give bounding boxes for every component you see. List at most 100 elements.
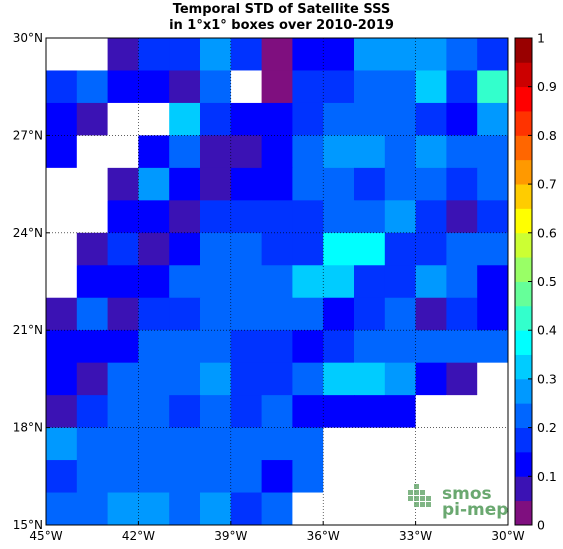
- heatmap-cell: [107, 265, 139, 299]
- colorbar-band: [515, 135, 532, 161]
- heatmap-cell: [169, 492, 201, 526]
- heatmap-cell: [46, 362, 78, 396]
- heatmap-cell: [107, 395, 139, 429]
- chart-title-line-2: in 1°x1° boxes over 2010-2019: [169, 18, 394, 33]
- heatmap-cell: [415, 102, 447, 136]
- heatmap-cell: [169, 330, 201, 364]
- heatmap-cell-empty: [477, 492, 509, 526]
- heatmap-cell: [138, 297, 170, 331]
- chart-title-line-1: Temporal STD of Satellite SSS: [172, 2, 391, 17]
- heatmap-cell: [446, 232, 478, 266]
- colorbar-band: [515, 403, 532, 428]
- heatmap-cell: [292, 102, 324, 136]
- heatmap-cell: [415, 70, 447, 104]
- heatmap-cell-empty: [415, 395, 447, 429]
- heatmap-cell: [200, 232, 232, 266]
- heatmap-cell: [384, 232, 417, 266]
- heatmap-cell: [261, 265, 293, 299]
- heatmap-cell: [230, 200, 263, 234]
- heatmap-cell: [230, 297, 263, 331]
- heatmap-cell: [107, 492, 139, 526]
- logo-mark-square: [414, 502, 419, 507]
- heatmap-cell: [138, 135, 170, 169]
- heatmap-cell: [384, 102, 417, 136]
- heatmap-cell: [477, 297, 509, 331]
- logo-mark-square: [414, 490, 419, 495]
- heatmap-cell: [138, 38, 170, 71]
- heatmap-cell: [107, 297, 139, 331]
- heatmap-cell: [292, 135, 324, 169]
- heatmap-cell: [107, 232, 139, 266]
- heatmap-cell: [384, 265, 417, 299]
- heatmap-cell: [323, 167, 355, 201]
- logo-mark-square: [420, 502, 425, 507]
- x-tick-label: 42°W: [122, 529, 155, 543]
- heatmap-cell-empty: [46, 232, 78, 266]
- heatmap-cell-empty: [477, 395, 509, 429]
- heatmap-cell: [415, 265, 447, 299]
- x-tick-label: 33°W: [399, 529, 432, 543]
- heatmap-cell: [76, 460, 109, 494]
- heatmap-cell: [230, 395, 263, 429]
- heatmap-cell: [446, 70, 478, 104]
- heatmap-cell: [354, 70, 386, 104]
- heatmap-cell: [138, 265, 170, 299]
- colorbar-ticks: 0 0.1 0.2 0.3 0.4 0.5 0.6 0.7 0.8 0.9 1: [528, 31, 557, 533]
- heatmap-cell: [292, 460, 324, 494]
- colorbar-band: [515, 184, 532, 209]
- heatmap-cell: [323, 232, 355, 266]
- heatmap-cell-empty: [138, 102, 170, 136]
- heatmap-cell: [323, 297, 355, 331]
- heatmap-cell-empty: [323, 427, 355, 461]
- logo-mark-icon: [408, 484, 431, 507]
- heatmap-cell-empty: [107, 102, 139, 136]
- colorbar-band: [515, 451, 532, 477]
- heatmap-cell: [292, 167, 324, 201]
- heatmap-cell-empty: [354, 492, 386, 526]
- heatmap-cell: [200, 70, 232, 104]
- logo-mark-square: [426, 496, 431, 501]
- heatmap-cell: [384, 297, 417, 331]
- heatmap-cell-empty: [46, 167, 78, 201]
- heatmap-cell: [46, 70, 78, 104]
- heatmap-cell: [477, 200, 509, 234]
- heatmap-cell: [354, 297, 386, 331]
- heatmap-cell: [477, 232, 509, 266]
- heatmap-cell: [354, 330, 386, 364]
- heatmap-cell: [138, 427, 170, 461]
- colorbar-band: [515, 111, 532, 136]
- logo-mark-square: [414, 496, 419, 501]
- heatmap-cell: [292, 297, 324, 331]
- heatmap-cell: [46, 460, 78, 494]
- heatmap-cell: [292, 362, 324, 396]
- heatmap-cell: [169, 102, 201, 136]
- heatmap-cell: [76, 70, 109, 104]
- heatmap-cell: [200, 167, 232, 201]
- heatmap-cell: [354, 167, 386, 201]
- heatmap-cell: [230, 362, 263, 396]
- heatmap-cell: [354, 102, 386, 136]
- heatmap-cell: [477, 167, 509, 201]
- heatmap-cell-empty: [46, 38, 78, 71]
- heatmap-cell: [354, 135, 386, 169]
- heatmap-cell: [230, 460, 263, 494]
- heatmap-cell: [415, 232, 447, 266]
- heatmap-cell: [200, 200, 232, 234]
- heatmap-cell: [323, 330, 355, 364]
- heatmap-cell: [261, 362, 293, 396]
- heatmap-cell: [230, 232, 263, 266]
- heatmap-cell: [446, 297, 478, 331]
- colorbar-band: [515, 427, 532, 453]
- heatmap-cell: [261, 102, 293, 136]
- colorbar-band: [515, 281, 532, 307]
- heatmap-cell-empty: [415, 427, 447, 461]
- colorbar-band: [515, 38, 532, 63]
- heatmap-cell: [323, 265, 355, 299]
- heatmap-cell: [169, 232, 201, 266]
- x-tick-label: 36°W: [307, 529, 340, 543]
- heatmap-cell: [384, 330, 417, 364]
- heatmap-cell: [76, 297, 109, 331]
- heatmap-cell: [230, 167, 263, 201]
- colorbar-band: [515, 257, 532, 282]
